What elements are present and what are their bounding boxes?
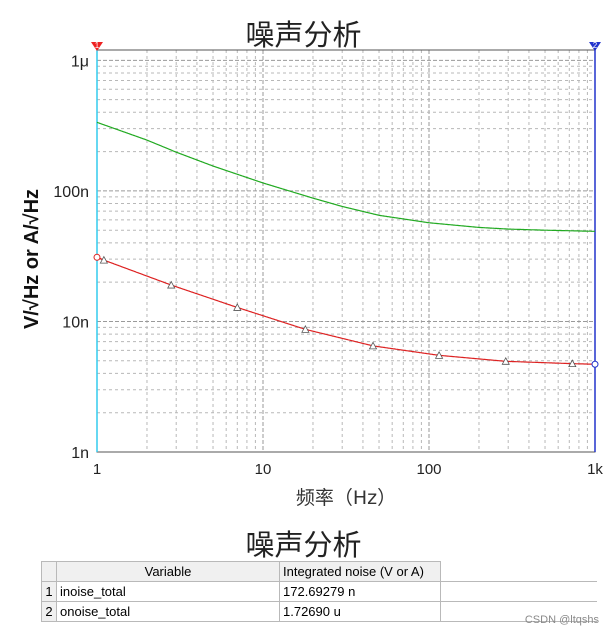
y-tick-label: 1μ [71, 53, 89, 70]
cursor-label: 2 [593, 41, 598, 50]
row-index: 2 [41, 601, 57, 622]
y-axis-label: V/√Hz or A/√Hz [21, 189, 43, 329]
row-index: 1 [41, 581, 57, 602]
cursor-label: 1 [95, 41, 100, 50]
empty-cell [440, 581, 597, 602]
data-point-marker [501, 356, 510, 365]
x-tick-label: 1 [93, 461, 101, 478]
table-title: 噪声分析 [245, 528, 362, 562]
x-tick-label: 1k [587, 461, 603, 478]
x-tick-label: 10 [255, 461, 272, 478]
variable-cell: inoise_total [56, 581, 280, 602]
table-row[interactable]: 2 onoise_total 1.72690 u [41, 601, 597, 622]
series-line [96, 256, 596, 365]
data-point-marker [233, 303, 242, 311]
data-point-marker [368, 341, 378, 350]
row-index-header [41, 561, 57, 582]
watermark: CSDN @ltqshs [524, 614, 599, 626]
column-header-variable[interactable]: Variable [56, 561, 280, 582]
data-point-marker [93, 253, 101, 261]
y-tick-label: 1n [71, 445, 89, 462]
x-axis-label: 频率（Hz） [296, 487, 396, 509]
variable-cell: onoise_total [56, 601, 280, 622]
y-tick-label: 10n [62, 314, 89, 331]
data-point-marker [167, 280, 176, 289]
column-header-integrated-noise[interactable]: Integrated noise (V or A) [279, 561, 441, 582]
data-point-marker [434, 350, 444, 359]
empty-cell [440, 601, 597, 622]
x-tick-label: 100 [416, 461, 441, 478]
empty-header-cell [440, 561, 597, 582]
data-point-marker [568, 359, 577, 368]
plot-area [97, 50, 595, 452]
noise-chart: 1 10 100 1k 1n 10n 100n 1μ 频率（Hz） V/√Hz or A/√Hz 1… [21, 41, 603, 509]
value-cell: 1.72690 u [279, 601, 441, 622]
cursor-marker [589, 42, 601, 51]
data-point-marker [591, 360, 599, 368]
table-header-row: Variable Integrated noise (V or A) [41, 561, 597, 582]
data-point-marker [99, 255, 109, 264]
value-cell: 172.69279 n [279, 581, 441, 602]
series-line [96, 121, 595, 232]
chart-title: 噪声分析 [245, 18, 362, 52]
results-table: Variable Integrated noise (V or A) 1 ino… [41, 561, 597, 622]
y-tick-label: 100n [53, 184, 89, 201]
cursor-marker [91, 42, 103, 51]
data-point-marker [301, 324, 310, 333]
table-row[interactable]: 1 inoise_total 172.69279 n [41, 581, 597, 602]
